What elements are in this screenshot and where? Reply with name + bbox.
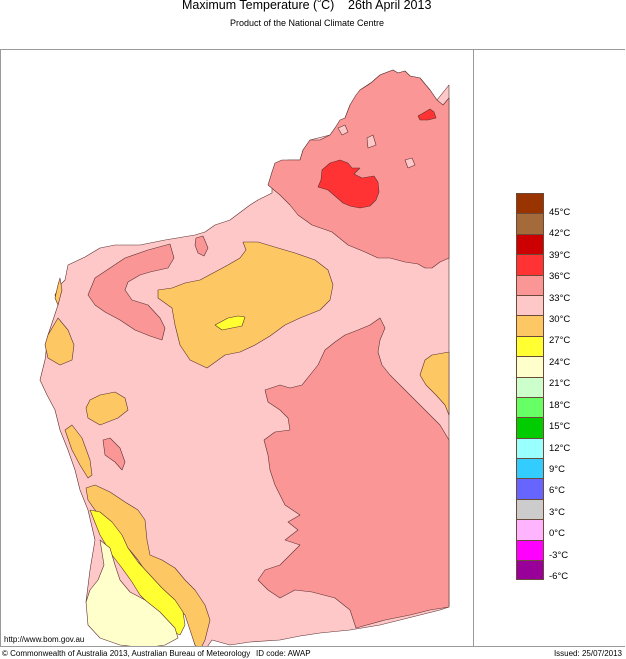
legend-label: 3°C: [549, 507, 565, 518]
legend-swatch: [516, 356, 544, 377]
subtitle: Product of the National Climate Centre: [229, 18, 385, 28]
land-27-30-central: [157, 241, 334, 369]
legend-swatch: [516, 478, 544, 499]
legend-label: 21°C: [549, 378, 571, 389]
legend-swatch: [516, 498, 544, 520]
land-36-39-ne: [417, 108, 437, 121]
legend-swatch: [516, 539, 544, 561]
legend-label: 0°C: [549, 528, 565, 539]
legend-swatch: [516, 335, 544, 357]
legend-label: 12°C: [549, 443, 571, 454]
land-27-30-coast1: [44, 317, 75, 366]
legend-label: 9°C: [549, 464, 565, 475]
land-33-36-pilbara: [87, 243, 175, 341]
legend-swatch: [516, 417, 544, 438]
legend-divider: [473, 49, 474, 647]
land-27-30-east: [419, 351, 450, 416]
map-frame: [0, 49, 625, 647]
legend-swatch: [516, 315, 544, 336]
legend-label: 18°C: [549, 400, 571, 411]
legend-swatch: [516, 437, 544, 459]
lake-3: [404, 157, 416, 169]
legend-swatch: [516, 560, 544, 581]
legend-swatch: [516, 193, 544, 214]
land-27-30-coast3: [64, 424, 93, 479]
land-24-27-central: [214, 315, 246, 331]
legend-swatch: [516, 274, 544, 295]
lake-2: [366, 134, 377, 149]
legend-label: -6°C: [549, 571, 569, 582]
land-27-30-coast2: [54, 277, 63, 306]
temperature-map: [39, 69, 450, 646]
legend-label: 36°C: [549, 271, 571, 282]
legend-label: 30°C: [549, 314, 571, 325]
legend-swatch: [516, 376, 544, 397]
legend-label: 45°C: [549, 207, 571, 218]
legend-label: 15°C: [549, 421, 571, 432]
legend-swatch: [516, 233, 544, 255]
legend-swatch: [516, 519, 544, 540]
land-24-27-sw: [89, 509, 186, 636]
map-title: Maximum Temperature (oC) 26th April 2013: [0, 0, 626, 16]
land-33-36-islet: [194, 235, 209, 257]
legend-label: 42°C: [549, 228, 571, 239]
legend-label: 6°C: [549, 485, 565, 496]
legend-swatch: [516, 396, 544, 418]
land-36-39-core: [317, 159, 380, 209]
land-33-36-east: [257, 317, 450, 629]
id-code: ID code: AWAP: [256, 649, 311, 658]
land-21-24-sw: [85, 539, 179, 646]
temperature-legend: [516, 193, 545, 581]
issued-date: Issued: 25/07/2013: [553, 649, 622, 658]
legend-swatch: [516, 213, 544, 234]
copyright-text: © Commonwealth of Australia 2013, Austra…: [2, 649, 251, 658]
legend-swatch: [516, 458, 544, 479]
title-date: 26th April 2013: [348, 0, 432, 12]
legend-label: 24°C: [549, 357, 571, 368]
legend-label: 39°C: [549, 250, 571, 261]
source-url[interactable]: http://www.bom.gov.au: [4, 635, 85, 644]
legend-swatch: [516, 254, 544, 275]
lake-1: [337, 124, 349, 136]
title-variable: Maximum Temperature (oC): [182, 0, 335, 12]
legend-label: -3°C: [549, 550, 569, 561]
legend-label: 33°C: [549, 293, 571, 304]
legend-label: 27°C: [549, 335, 571, 346]
land-27-30-blob: [85, 391, 129, 426]
legend-swatch: [516, 294, 544, 316]
land-33-36-blob: [102, 437, 126, 471]
